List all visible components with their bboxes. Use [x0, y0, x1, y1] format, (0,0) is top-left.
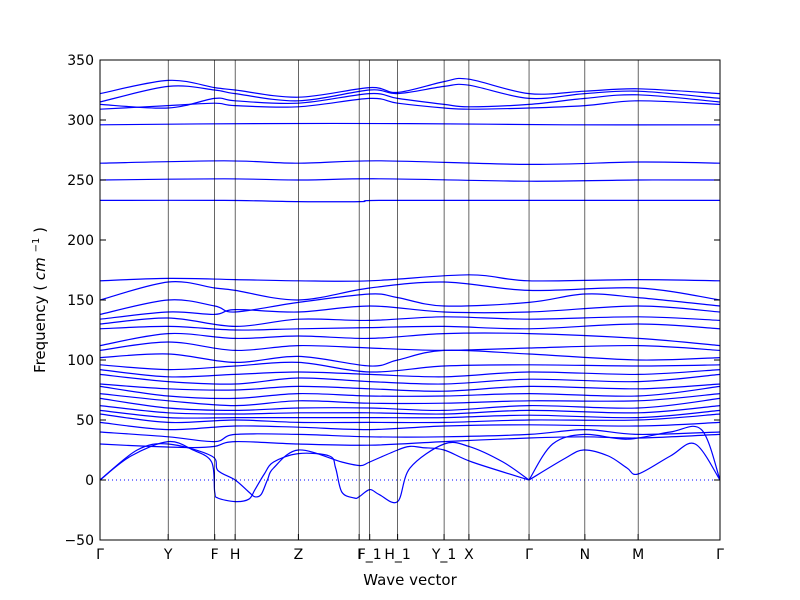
y-tick-label-6: 200 — [67, 233, 94, 249]
band-line-28 — [99, 421, 721, 431]
band-line-6 — [99, 160, 721, 166]
x-tick-label-2: Y — [163, 547, 173, 563]
x-tick-label-10: X — [464, 547, 474, 563]
band-line-16 — [99, 341, 721, 352]
y-axis-label-unit: cm — [31, 257, 49, 280]
y-tick-label-1: −50 — [64, 533, 94, 549]
band-line-7 — [99, 178, 721, 182]
band-line-21 — [99, 383, 721, 392]
x-axis-ticks: Γ Y F H Z IF_1 H_1 Y_1 X Γ N M Γ — [96, 534, 724, 563]
x-tick-label-4: H — [230, 547, 241, 563]
band-line-5 — [99, 122, 721, 126]
y-tick-label-9: 350 — [67, 53, 94, 69]
band-line-10 — [99, 281, 721, 301]
band-line-8 — [99, 199, 720, 203]
x-tick-label-5: Z — [294, 547, 304, 563]
y-axis-label-close: ) — [31, 227, 49, 233]
band-line-17 — [99, 349, 721, 367]
band-line-25 — [99, 405, 721, 415]
band-lines — [99, 77, 721, 504]
x-tick-label-6: I — [357, 547, 361, 563]
band-line-11 — [99, 293, 721, 315]
x-tick-label-14: Γ — [716, 547, 724, 563]
x-tick-label-7: F_1 — [358, 547, 382, 563]
y-axis-label-exponent: −1 — [31, 238, 42, 253]
band-line-27 — [99, 413, 721, 424]
band-line-19 — [99, 369, 721, 378]
y-tick-label-5: 150 — [67, 293, 94, 309]
high-symmetry-lines — [167, 60, 639, 540]
y-tick-label-3: 50 — [76, 413, 94, 429]
y-axis-label-open: ( — [31, 285, 49, 291]
band-line-32 — [99, 443, 530, 498]
band-line-14 — [99, 323, 721, 331]
x-axis-label: Wave vector — [363, 571, 457, 589]
band-line-15 — [99, 332, 721, 347]
band-line-31 — [99, 440, 530, 504]
y-axis-label-text: Frequency — [31, 295, 49, 373]
x-tick-label-9: Y_1 — [431, 547, 456, 563]
band-line-12 — [99, 305, 721, 320]
band-line-20 — [99, 373, 721, 385]
band-line-33 — [528, 442, 721, 481]
band-line-26 — [99, 409, 721, 419]
y-tick-label-4: 100 — [67, 353, 94, 369]
band-line-22 — [99, 385, 721, 400]
band-line-13 — [99, 316, 721, 328]
x-tick-label-13: M — [632, 547, 644, 563]
band-line-9 — [99, 274, 721, 282]
x-tick-label-12: N — [580, 547, 590, 563]
band-line-29 — [99, 428, 721, 443]
x-tick-label-1: Γ — [96, 547, 104, 563]
y-axis-ticks: −50 0 50 100 150 200 250 300 350 — [64, 53, 720, 549]
band-line-23 — [99, 393, 721, 407]
band-line-2 — [99, 83, 721, 103]
x-tick-label-8: H_1 — [384, 547, 410, 563]
x-tick-label-3: F — [211, 547, 219, 563]
band-line-30 — [99, 433, 721, 449]
x-tick-label-11: Γ — [525, 547, 533, 563]
y-axis-label: Frequency ( cm −1 ) — [25, 227, 49, 373]
band-line-18 — [99, 361, 721, 373]
band-line-24 — [99, 397, 721, 412]
y-tick-label-2: 0 — [85, 473, 94, 489]
band-line-34 — [528, 425, 721, 481]
y-tick-label-7: 250 — [67, 173, 94, 189]
y-tick-label-8: 300 — [67, 113, 94, 129]
